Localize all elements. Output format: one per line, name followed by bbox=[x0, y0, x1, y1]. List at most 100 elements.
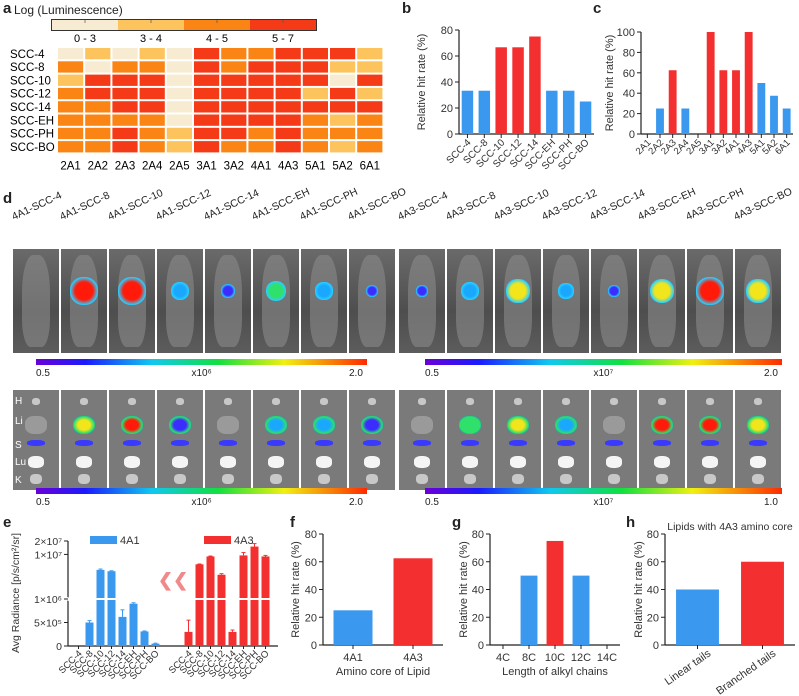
x-tick-label: Linear tails bbox=[663, 647, 714, 688]
panel-label-h: h bbox=[626, 514, 636, 531]
panel-label-b: b bbox=[402, 0, 412, 17]
heatmap-row-label: SCC-8 bbox=[10, 62, 45, 74]
heatmap-col-label: 5A2 bbox=[332, 160, 352, 172]
bar bbox=[572, 575, 590, 645]
heatmap-cell bbox=[58, 141, 84, 153]
legend-label: 4 - 5 bbox=[206, 33, 228, 45]
heatmap-cell bbox=[357, 61, 383, 73]
colorbar-min-label: 0.5 bbox=[36, 497, 50, 508]
bar bbox=[184, 631, 193, 646]
bar bbox=[676, 589, 719, 645]
luminescence-signal bbox=[460, 281, 480, 301]
heatmap-row-label: SCC-EH bbox=[10, 115, 54, 127]
heatmap-row-label: SCC-BO bbox=[10, 142, 55, 154]
heatmap-cell bbox=[166, 87, 192, 100]
luminescence-signal bbox=[558, 283, 574, 299]
legend-frame bbox=[51, 19, 317, 31]
colorbar-whole-body-4A3 bbox=[425, 359, 782, 365]
heatmap-cell bbox=[330, 127, 356, 140]
organ-image bbox=[543, 390, 589, 490]
heatmap-cell bbox=[139, 127, 165, 140]
heatmap-cell bbox=[166, 127, 192, 140]
heatmap-cell bbox=[221, 141, 247, 153]
organ-label: Li bbox=[15, 416, 23, 427]
y-axis-label: Relative hit rate (%) bbox=[290, 541, 302, 638]
sample-label: 4A1-SCC-8 bbox=[57, 189, 112, 223]
heatmap-col-label: 2A5 bbox=[169, 160, 189, 172]
bar bbox=[732, 70, 740, 134]
colorbar-whole-body-4A1 bbox=[36, 359, 367, 365]
y-tick-label: 20 bbox=[623, 109, 635, 121]
luminescence-signal bbox=[315, 282, 333, 300]
heatmap-col-label: 4A3 bbox=[278, 160, 298, 172]
bar bbox=[239, 555, 248, 646]
luminescence-signal bbox=[70, 277, 98, 305]
y-tick-label: 20 bbox=[472, 612, 484, 624]
y-tick-label: 5×10⁵ bbox=[34, 618, 62, 630]
legend-swatch bbox=[184, 20, 250, 30]
bar bbox=[520, 575, 538, 645]
y-tick-label: 0 bbox=[478, 640, 484, 652]
bar bbox=[461, 90, 474, 134]
heatmap-cell bbox=[330, 101, 356, 113]
heatmap-cell bbox=[194, 127, 220, 140]
heatmap-cell bbox=[221, 101, 247, 113]
organ-image bbox=[639, 390, 685, 490]
colorbar-scale-label: x10⁷ bbox=[593, 497, 614, 508]
legend-label: 3 - 4 bbox=[140, 33, 162, 45]
bar bbox=[96, 569, 105, 646]
luminescence-signal bbox=[365, 284, 379, 298]
y-tick-label: 60 bbox=[441, 51, 453, 63]
heatmap-cell bbox=[85, 101, 111, 113]
organ-image bbox=[399, 390, 445, 490]
heatmap-cell bbox=[330, 141, 356, 153]
mouse-image bbox=[639, 249, 685, 353]
luminescence-signal bbox=[746, 279, 770, 303]
heatmap-cell bbox=[194, 48, 220, 60]
y-tick-label: 60 bbox=[472, 557, 484, 569]
organ-image bbox=[157, 390, 203, 490]
heatmap-cell bbox=[58, 61, 84, 73]
y-axis-label: Relative hit rate (%) bbox=[458, 541, 470, 638]
heatmap-cell bbox=[302, 74, 328, 86]
heatmap-cell bbox=[302, 61, 328, 73]
bar bbox=[770, 95, 778, 134]
bar bbox=[333, 610, 373, 645]
heatmap-cell bbox=[248, 48, 274, 60]
organ-image bbox=[301, 390, 347, 490]
bar bbox=[85, 622, 94, 646]
organ-image bbox=[61, 390, 107, 490]
heatmap-legend-title: Log (Luminescence) bbox=[14, 3, 123, 17]
heatmap-cell bbox=[330, 114, 356, 126]
heatmap-cell bbox=[248, 61, 274, 73]
organ-image bbox=[13, 390, 59, 490]
colorbar-max-label: 1.0 bbox=[764, 497, 778, 508]
heatmap-cell bbox=[275, 114, 301, 126]
bar bbox=[495, 47, 507, 134]
bar bbox=[668, 70, 677, 134]
colorbar-organs-4A1 bbox=[36, 488, 367, 494]
mouse-image bbox=[13, 249, 59, 353]
mouse-image bbox=[687, 249, 733, 353]
heatmap-cell bbox=[275, 87, 301, 100]
mouse-image bbox=[543, 249, 589, 353]
y-tick-label: 40 bbox=[441, 77, 453, 89]
y-tick-label: 0 bbox=[311, 640, 317, 652]
colorbar-scale-label: x10⁶ bbox=[191, 368, 212, 379]
heatmap-cell bbox=[166, 114, 192, 126]
heatmap-cell bbox=[112, 141, 138, 153]
y-tick-label: 40 bbox=[472, 585, 484, 597]
y-tick-label: 20 bbox=[441, 103, 453, 115]
bar bbox=[512, 47, 524, 134]
heatmap-cell bbox=[58, 127, 84, 140]
mouse-image bbox=[349, 249, 395, 353]
legend-swatch bbox=[250, 20, 316, 30]
y-tick-label: 20 bbox=[305, 612, 317, 624]
heatmap-cell bbox=[166, 61, 192, 73]
mouse-image bbox=[495, 249, 541, 353]
heatmap-cell bbox=[248, 87, 274, 100]
colorbar-min-label: 0.5 bbox=[36, 368, 50, 379]
y-tick-label: 60 bbox=[647, 557, 659, 569]
heatmap-cell bbox=[85, 74, 111, 86]
